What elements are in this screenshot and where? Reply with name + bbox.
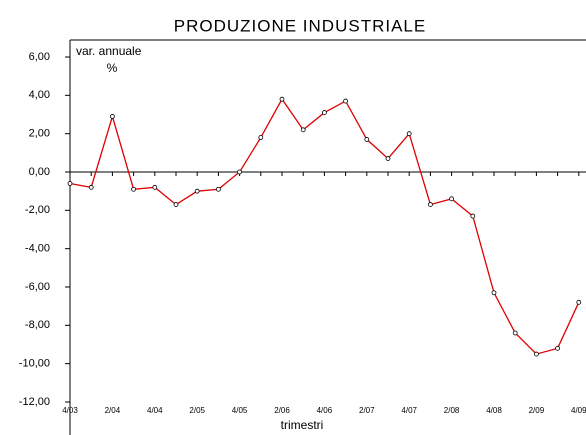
y-tick-label: 2,00 — [29, 128, 50, 140]
point — [385, 156, 391, 161]
point — [343, 98, 349, 104]
point — [576, 299, 582, 305]
x-tick-label: 4/09 — [571, 406, 586, 415]
x-tick-label: 4/05 — [232, 406, 248, 415]
y-tick-label: -4,00 — [25, 243, 50, 255]
point — [512, 330, 518, 336]
point — [534, 351, 539, 357]
y-tick-label: -10,00 — [19, 358, 50, 370]
point — [321, 110, 327, 115]
y-tick-label: -2,00 — [25, 204, 50, 216]
point — [300, 127, 306, 133]
x-axis-label: trimestri — [281, 418, 324, 432]
point — [67, 181, 73, 186]
point — [173, 202, 179, 207]
x-tick-label: 2/08 — [444, 406, 460, 415]
x-tick-label: 2/06 — [274, 406, 290, 415]
x-tick-label: 4/06 — [317, 406, 333, 415]
x-tick-label: 4/07 — [401, 406, 417, 415]
x-tick-label: 2/05 — [189, 406, 205, 415]
point — [88, 184, 94, 190]
y-axis-label: % — [107, 61, 118, 75]
x-tick-label: 4/03 — [62, 406, 78, 415]
x-tick-label: 4/04 — [147, 406, 163, 415]
x-tick-label: 4/08 — [486, 406, 502, 415]
point — [449, 196, 455, 202]
point — [152, 184, 158, 190]
point — [258, 135, 264, 140]
point — [555, 345, 560, 351]
point — [215, 186, 221, 192]
x-tick-label: 2/07 — [359, 406, 375, 415]
point — [131, 186, 137, 192]
point — [194, 188, 200, 194]
chart-title: PRODUZIONE INDUSTRIALE — [174, 16, 426, 35]
point — [110, 114, 115, 119]
point — [470, 213, 476, 219]
point — [364, 137, 370, 142]
y-tick-label: 4,00 — [29, 89, 50, 101]
x-tick-label: 2/09 — [529, 406, 545, 415]
y-tick-label: -12,00 — [19, 396, 50, 408]
y-tick-label: -6,00 — [25, 281, 50, 293]
point — [279, 96, 285, 102]
y-axis-label: var. annuale — [76, 44, 142, 58]
point — [237, 169, 243, 175]
y-tick-label: -8,00 — [25, 319, 50, 331]
y-tick-label: 0,00 — [29, 166, 50, 178]
point — [406, 131, 412, 137]
y-tick-label: 6,00 — [29, 51, 50, 63]
x-tick-label: 2/04 — [105, 406, 121, 415]
point — [491, 290, 497, 296]
point — [427, 202, 433, 207]
